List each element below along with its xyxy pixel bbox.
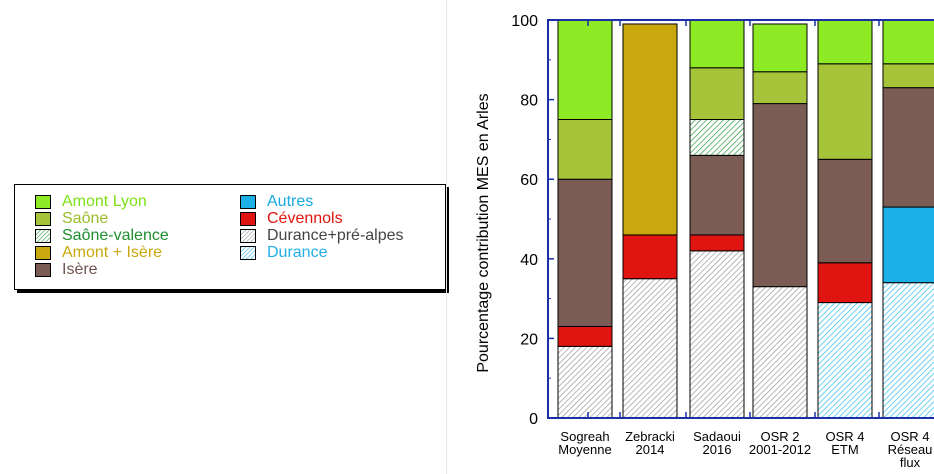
bar-segment-isere-osr-2-2001-2012 — [752, 103, 808, 288]
legend-item-saone: Saône — [35, 210, 108, 227]
bar-segment-saone-sadaoui-2016 — [689, 67, 745, 121]
bar-segment-saone-osr-4-etm — [817, 63, 873, 160]
bar-segment-durance-osr-4-etm — [817, 302, 873, 419]
axes-layer — [547, 19, 934, 419]
legend-label: Amont + Isère — [62, 243, 163, 261]
legend-label: Autres — [267, 192, 314, 210]
legend-item-isere: Isère — [35, 261, 98, 278]
legend-label: Cévennols — [267, 209, 343, 227]
legend-swatch — [35, 194, 51, 209]
legend-item-saone-valence: Saône-valence — [35, 227, 169, 244]
legend-label: Isère — [62, 260, 98, 278]
y-tick-label: 0 — [529, 411, 538, 428]
bar-segment-amont-lyon-sogreah-moyenne — [557, 19, 613, 120]
legend-swatch — [240, 211, 256, 226]
legend-label: Durance — [267, 243, 328, 261]
bar-segment-amont-lyon-osr-4-reseau-flux — [882, 19, 934, 65]
bars-layer — [557, 19, 934, 419]
legend-swatch — [240, 228, 256, 243]
legend-item-cevennols: Cévennols — [240, 210, 343, 227]
bar-segment-durance-pre-alpes-sogreah-moyenne — [557, 345, 613, 419]
bar-segment-amont-lyon-osr-2-2001-2012 — [752, 23, 808, 73]
legend-label: Saône-valence — [62, 226, 169, 244]
x-category-label: OSR 4 Réseau flux — [888, 429, 933, 470]
bar-segment-autres-osr-4-reseau-flux — [882, 206, 934, 284]
legend-swatch — [35, 245, 51, 260]
y-tick-label: 60 — [520, 172, 538, 189]
legend-item-durance: Durance — [240, 244, 327, 261]
bar-segment-cevennols-sadaoui-2016 — [689, 234, 745, 252]
bar-segment-durance-pre-alpes-zebracki-2014 — [622, 278, 678, 419]
legend-swatch — [240, 194, 256, 209]
legend: Amont Lyon Saône Saône-valence Amont + Isèr… — [14, 184, 446, 290]
legend-swatch — [240, 245, 256, 260]
bar-segment-isere-osr-4-etm — [817, 158, 873, 264]
bar-segment-saone-valence-sadaoui-2016 — [689, 119, 745, 156]
y-axis-label: Pourcentage contribution MES en Arles — [475, 93, 492, 372]
x-category-label: OSR 2 2001-2012 — [749, 429, 811, 457]
bar-segment-isere-osr-4-reseau-flux — [882, 87, 934, 208]
x-category-label: OSR 4 ETM — [825, 429, 864, 457]
bar-segment-amont-lyon-osr-4-etm — [817, 19, 873, 65]
legend-label: Durance+pré-alpes — [267, 226, 404, 244]
bar-segment-durance-osr-4-reseau-flux — [882, 282, 934, 419]
legend-swatch — [35, 262, 51, 277]
y-tick-label: 80 — [520, 93, 538, 110]
legend-label: Amont Lyon — [62, 192, 147, 210]
divider — [446, 0, 447, 474]
bar-segment-cevennols-zebracki-2014 — [622, 234, 678, 280]
bar-segment-durance-pre-alpes-sadaoui-2016 — [689, 250, 745, 419]
legend-swatch — [35, 228, 51, 243]
legend-swatch — [35, 211, 51, 226]
bar-segment-cevennols-osr-4-etm — [817, 262, 873, 304]
legend-item-amont-isere: Amont + Isère — [35, 244, 162, 261]
bar-segment-amont-lyon-sadaoui-2016 — [689, 19, 745, 69]
legend-item-durance-pre-alpes: Durance+pré-alpes — [240, 227, 404, 244]
bar-segment-saone-osr-2-2001-2012 — [752, 71, 808, 105]
bar-segment-saone-sogreah-moyenne — [557, 119, 613, 180]
bar-segment-isere-sogreah-moyenne — [557, 178, 613, 327]
x-category-label: Zebracki 2014 — [625, 429, 675, 457]
y-tick-label: 20 — [520, 331, 538, 348]
x-category-label: Sogreah Moyenne — [558, 429, 611, 457]
x-category-label: Sadaoui 2016 — [693, 429, 741, 457]
bar-segment-saone-osr-4-reseau-flux — [882, 63, 934, 89]
bar-segment-durance-pre-alpes-osr-2-2001-2012 — [752, 286, 808, 419]
labels-layer: 0 20 40 60 80 100 Pourcentage contribution MES… — [475, 13, 932, 470]
bar-segment-cevennols-sogreah-moyenne — [557, 325, 613, 347]
bar-segment-isere-sadaoui-2016 — [689, 154, 745, 236]
legend-item-autres: Autres — [240, 193, 313, 210]
legend-item-amont-lyon: Amont Lyon — [35, 193, 147, 210]
y-tick-label: 40 — [520, 252, 538, 269]
y-tick-label: 100 — [511, 13, 538, 30]
legend-label: Saône — [62, 209, 109, 227]
bar-segment-amont-isere-zebracki-2014 — [622, 23, 678, 236]
